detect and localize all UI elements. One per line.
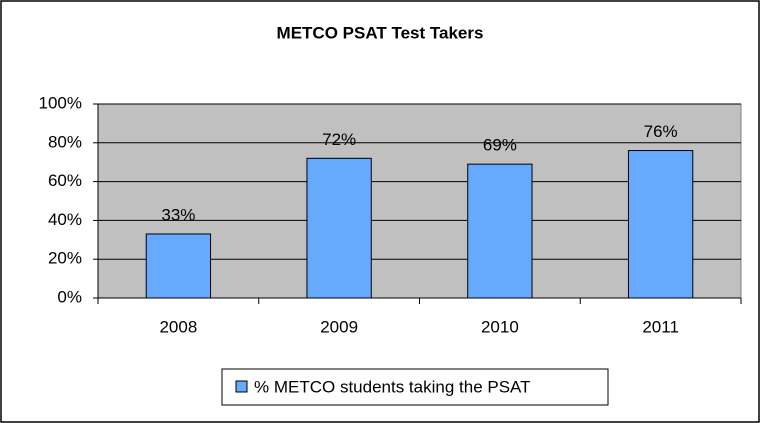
legend-label: % METCO students taking the PSAT [254,377,531,396]
data-label: 69% [483,136,517,155]
legend-swatch [235,380,248,393]
y-tick-label: 0% [57,287,82,306]
data-label: 76% [644,122,678,141]
bar [467,163,533,299]
y-tick-label: 60% [48,171,82,190]
y-tick-label: 20% [48,249,82,268]
y-tick-label: 80% [48,132,82,151]
x-tick-label: 2010 [481,317,519,336]
data-label: 72% [322,130,356,149]
legend-box [221,368,609,406]
x-tick-label: 2009 [320,317,358,336]
bar [145,233,212,299]
chart-title: METCO PSAT Test Takers [277,23,484,42]
data-label: 33% [161,205,195,224]
x-tick-label: 2008 [159,317,197,336]
bar [627,150,694,299]
y-tick-label: 40% [48,210,82,229]
y-tick-label: 100% [39,93,82,112]
bar [306,157,372,299]
x-tick-label: 2011 [642,317,679,336]
